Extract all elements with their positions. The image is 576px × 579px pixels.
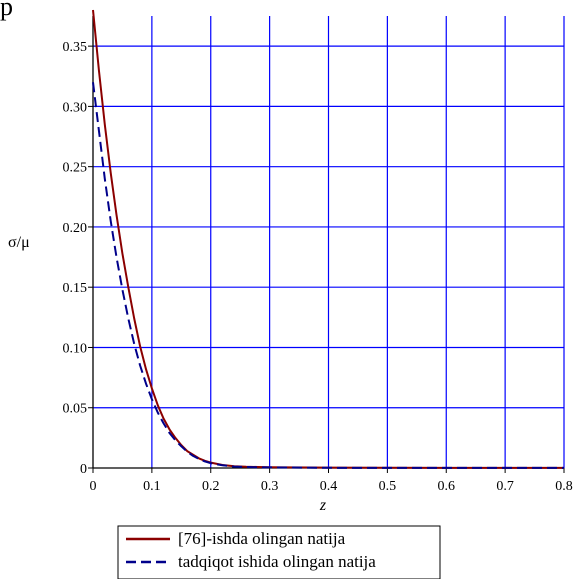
legend: [76]-ishda olingan natija tadqiqot ishida… bbox=[117, 525, 441, 579]
y-tick-label: 0.05 bbox=[63, 402, 88, 417]
x-tick-label: 0.1 bbox=[143, 479, 161, 494]
y-tick-label: 0.20 bbox=[63, 221, 88, 236]
x-tick-label: 0.3 bbox=[261, 479, 279, 494]
y-tick-label: 0 bbox=[80, 462, 87, 477]
x-tick-label: 0.8 bbox=[555, 479, 573, 494]
legend-label-2: tadqiqot ishida olingan natija bbox=[178, 552, 376, 571]
grid bbox=[93, 16, 565, 468]
x-tick-label: 0 bbox=[90, 479, 97, 494]
y-tick-label: 0.30 bbox=[63, 100, 88, 115]
legend-label-1: [76]-ishda olingan natija bbox=[178, 529, 346, 548]
tick-labels: 0 0.1 0.2 0.3 0.4 0.5 0.6 0.7 0.8 0 0.05 0.10 0.15 0.… bbox=[63, 40, 573, 494]
x-tick-label: 0.7 bbox=[496, 479, 514, 494]
y-tick-label: 0.10 bbox=[63, 341, 88, 356]
axes bbox=[88, 16, 565, 473]
x-tick-label: 0.6 bbox=[438, 479, 456, 494]
series-line-2 bbox=[92, 82, 564, 469]
series-lines bbox=[92, 9, 564, 469]
x-tick-label: 0.5 bbox=[379, 479, 397, 494]
y-axis-label: σ/μ bbox=[8, 234, 30, 251]
y-tick-label: 0.15 bbox=[63, 281, 88, 296]
y-tick-label: 0.35 bbox=[63, 40, 88, 55]
x-axis-label: z bbox=[319, 497, 327, 514]
x-tick-label: 0.2 bbox=[202, 479, 220, 494]
legend-box bbox=[117, 525, 441, 579]
top-text-fragment: p bbox=[0, 0, 13, 21]
y-tick-label: 0.25 bbox=[63, 161, 88, 176]
x-tick-label: 0.4 bbox=[320, 479, 338, 494]
